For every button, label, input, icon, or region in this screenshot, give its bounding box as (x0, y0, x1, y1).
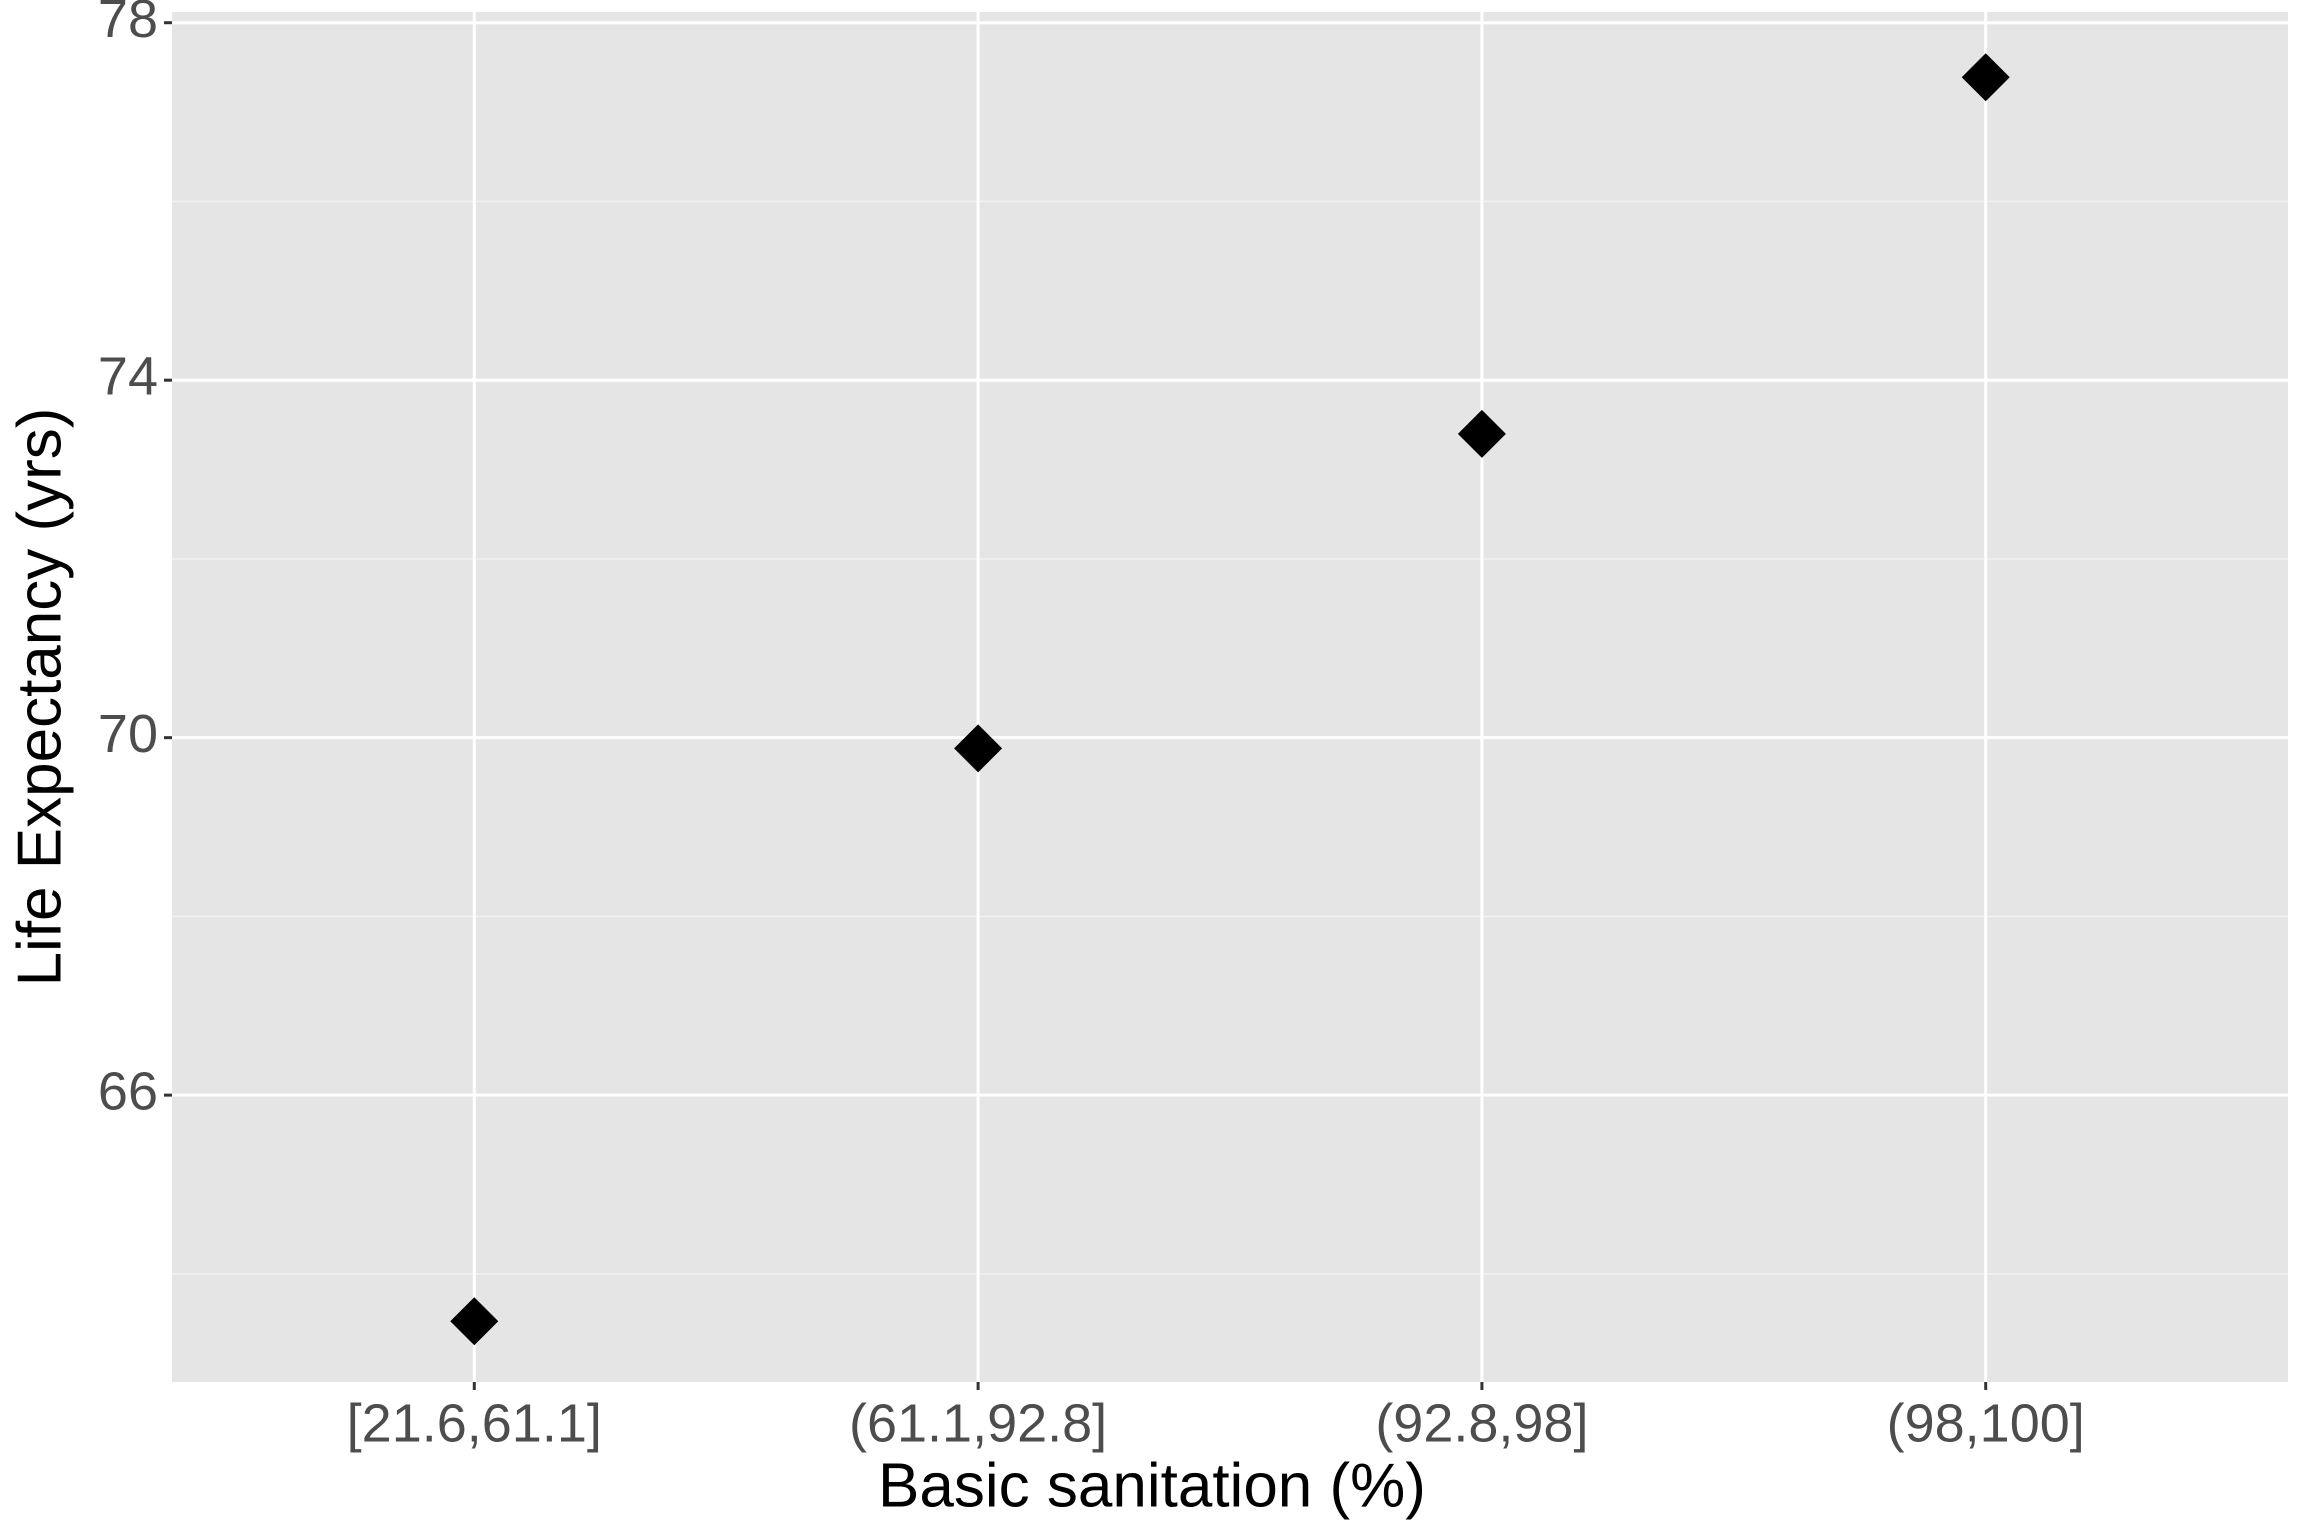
point (954, 724, 1003, 773)
panel (172, 12, 2288, 1382)
point (1961, 53, 2010, 102)
point (450, 1297, 499, 1346)
y-tick-label: 74 (98, 346, 158, 406)
y-tick-label: 66 (98, 1061, 158, 1121)
x-axis-title: Basic sanitation (%) (878, 1451, 1426, 1520)
x-tick-label: (61.1,92.8] (849, 1393, 1107, 1453)
x-tick-label: (98,100] (1887, 1393, 2085, 1453)
x-tick-label: [21.6,61.1] (347, 1393, 602, 1453)
y-tick-label: 78 (98, 0, 158, 49)
y-tick-label: 70 (98, 704, 158, 764)
point (1457, 409, 1506, 458)
y-axis-title: Life Expectancy (yrs) (5, 408, 74, 987)
x-tick-label: (92.8,98] (1375, 1393, 1588, 1453)
